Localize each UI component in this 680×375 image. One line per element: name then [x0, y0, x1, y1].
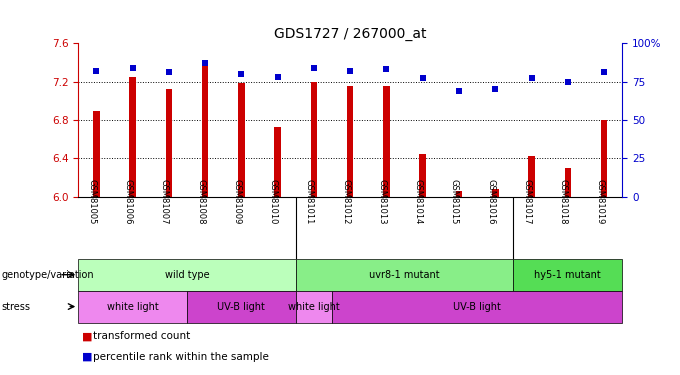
Text: GSM81012: GSM81012 [341, 179, 350, 225]
Point [91, 68, 102, 74]
Text: GSM81011: GSM81011 [305, 179, 314, 225]
Bar [296, 259, 513, 291]
Text: GSM81009: GSM81009 [233, 179, 241, 225]
Bar [202, 60, 208, 197]
Text: GSM81007: GSM81007 [160, 179, 169, 225]
Text: genotype/variation: genotype/variation [1, 270, 94, 280]
Point [309, 65, 320, 71]
Text: GSM81018: GSM81018 [559, 179, 568, 225]
Text: UV-B light: UV-B light [453, 302, 501, 312]
Text: percentile rank within the sample: percentile rank within the sample [93, 352, 269, 362]
Text: GSM81008: GSM81008 [196, 179, 205, 225]
Point [598, 69, 609, 75]
Bar [420, 154, 426, 197]
Point [272, 74, 283, 80]
Point [345, 68, 356, 74]
Bar [275, 127, 281, 197]
Point [127, 65, 138, 71]
Text: GSM81017: GSM81017 [522, 179, 532, 225]
Text: white light: white light [107, 302, 158, 312]
Text: UV-B light: UV-B light [218, 302, 265, 312]
Bar [296, 291, 332, 322]
Text: white light: white light [288, 302, 340, 312]
Bar [78, 259, 296, 291]
Point [454, 88, 464, 94]
Text: GSM81015: GSM81015 [450, 179, 459, 225]
Title: GDS1727 / 267000_at: GDS1727 / 267000_at [274, 27, 426, 41]
Point [163, 69, 174, 75]
Bar [129, 77, 136, 197]
Point [381, 66, 392, 72]
Bar [78, 291, 187, 322]
Point [236, 71, 247, 77]
Bar [513, 259, 622, 291]
Point [490, 86, 500, 92]
Text: transformed count: transformed count [93, 331, 190, 341]
Bar [564, 168, 571, 197]
Text: hy5-1 mutant: hy5-1 mutant [534, 270, 601, 280]
Text: GSM81005: GSM81005 [87, 179, 97, 225]
Text: GSM81014: GSM81014 [413, 179, 423, 225]
Text: stress: stress [1, 302, 31, 312]
Text: ■: ■ [82, 331, 92, 341]
Bar [166, 89, 172, 197]
Point [562, 79, 573, 85]
Bar [601, 120, 607, 197]
Text: GSM81013: GSM81013 [377, 179, 386, 225]
Point [418, 75, 428, 81]
Bar [93, 111, 99, 197]
Point [200, 60, 211, 66]
Bar [238, 84, 245, 197]
Bar [311, 82, 317, 197]
Bar [528, 156, 534, 197]
Text: wild type: wild type [165, 270, 209, 280]
Text: GSM81016: GSM81016 [486, 179, 495, 225]
Text: uvr8-1 mutant: uvr8-1 mutant [369, 270, 440, 280]
Point [526, 75, 537, 81]
Bar [456, 191, 462, 197]
Bar [492, 189, 498, 197]
Text: ■: ■ [82, 352, 92, 362]
Text: GSM81019: GSM81019 [595, 179, 604, 225]
Text: GSM81010: GSM81010 [269, 179, 277, 225]
Bar [187, 291, 296, 322]
Text: GSM81006: GSM81006 [124, 179, 133, 225]
Bar [384, 86, 390, 197]
Bar [347, 86, 354, 197]
Bar [332, 291, 622, 322]
